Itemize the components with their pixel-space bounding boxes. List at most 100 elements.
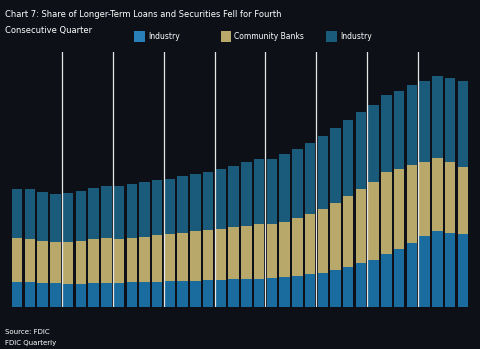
Bar bbox=[50, 194, 60, 242]
Bar bbox=[63, 193, 73, 242]
Text: Source: FDIC: Source: FDIC bbox=[5, 329, 49, 335]
Bar bbox=[292, 218, 302, 276]
Bar bbox=[190, 174, 201, 231]
Bar bbox=[228, 165, 239, 228]
Bar bbox=[152, 235, 162, 282]
Text: Chart 7: Share of Longer-Term Loans and Securities Fell for Fourth: Chart 7: Share of Longer-Term Loans and … bbox=[5, 10, 281, 20]
Bar bbox=[152, 282, 162, 307]
Bar bbox=[420, 236, 430, 307]
Bar bbox=[216, 229, 226, 280]
Bar bbox=[216, 280, 226, 307]
Bar bbox=[420, 162, 430, 236]
Bar bbox=[432, 231, 443, 307]
Bar bbox=[228, 280, 239, 307]
Bar bbox=[50, 283, 60, 307]
Bar bbox=[356, 189, 366, 263]
Bar bbox=[12, 282, 23, 307]
Bar bbox=[381, 95, 392, 172]
Bar bbox=[76, 241, 86, 284]
Bar bbox=[203, 172, 214, 230]
Bar bbox=[101, 283, 111, 307]
Bar bbox=[407, 85, 417, 165]
Bar bbox=[241, 226, 252, 279]
Bar bbox=[76, 284, 86, 307]
Bar bbox=[407, 244, 417, 307]
Bar bbox=[37, 192, 48, 241]
Bar bbox=[330, 128, 341, 203]
Bar bbox=[88, 239, 99, 283]
Bar bbox=[394, 169, 404, 249]
Bar bbox=[37, 283, 48, 307]
Bar bbox=[445, 232, 455, 307]
Bar bbox=[318, 209, 328, 273]
Text: Community Banks: Community Banks bbox=[234, 32, 304, 41]
Bar bbox=[457, 234, 468, 307]
Bar bbox=[25, 282, 35, 307]
Bar bbox=[266, 159, 277, 224]
Bar bbox=[254, 159, 264, 224]
Bar bbox=[50, 242, 60, 283]
Text: Industry: Industry bbox=[148, 32, 180, 41]
Bar bbox=[165, 234, 175, 281]
Bar bbox=[25, 239, 35, 282]
Bar bbox=[190, 231, 201, 281]
Bar bbox=[407, 165, 417, 244]
Bar bbox=[203, 280, 214, 307]
Bar bbox=[152, 180, 162, 235]
Bar bbox=[381, 254, 392, 307]
Bar bbox=[369, 181, 379, 260]
Bar bbox=[343, 267, 353, 307]
Bar bbox=[127, 184, 137, 238]
Bar bbox=[228, 228, 239, 280]
Bar bbox=[305, 274, 315, 307]
Bar bbox=[114, 283, 124, 307]
Bar bbox=[381, 172, 392, 254]
Bar bbox=[305, 143, 315, 214]
Bar bbox=[266, 224, 277, 278]
Bar bbox=[101, 186, 111, 238]
Bar bbox=[139, 282, 150, 307]
Bar bbox=[356, 112, 366, 189]
Bar bbox=[457, 81, 468, 167]
Bar bbox=[178, 177, 188, 233]
Bar bbox=[37, 241, 48, 283]
Bar bbox=[457, 167, 468, 234]
Bar bbox=[279, 154, 290, 222]
Bar bbox=[216, 169, 226, 229]
Bar bbox=[343, 120, 353, 196]
Bar bbox=[394, 91, 404, 169]
Bar bbox=[88, 283, 99, 307]
Bar bbox=[63, 242, 73, 284]
Bar bbox=[356, 263, 366, 307]
Bar bbox=[114, 239, 124, 283]
Bar bbox=[25, 189, 35, 239]
Bar bbox=[432, 158, 443, 231]
Bar bbox=[12, 189, 23, 238]
Text: Industry: Industry bbox=[340, 32, 372, 41]
Bar bbox=[178, 233, 188, 281]
Bar bbox=[292, 276, 302, 307]
Bar bbox=[330, 270, 341, 307]
Bar bbox=[279, 222, 290, 277]
Bar bbox=[165, 281, 175, 307]
Bar bbox=[266, 278, 277, 307]
Bar bbox=[178, 281, 188, 307]
Bar bbox=[139, 182, 150, 237]
Bar bbox=[445, 162, 455, 232]
Bar bbox=[203, 230, 214, 280]
Bar bbox=[190, 281, 201, 307]
Text: FDIC Quarterly: FDIC Quarterly bbox=[5, 340, 56, 346]
Bar bbox=[305, 214, 315, 274]
Bar bbox=[63, 284, 73, 307]
Bar bbox=[369, 105, 379, 181]
Bar bbox=[12, 238, 23, 282]
Bar bbox=[76, 191, 86, 241]
Bar bbox=[241, 162, 252, 226]
Bar bbox=[101, 238, 111, 283]
Bar bbox=[165, 179, 175, 234]
Bar bbox=[241, 279, 252, 307]
Text: Consecutive Quarter: Consecutive Quarter bbox=[5, 26, 92, 35]
Bar bbox=[127, 238, 137, 282]
Bar bbox=[445, 78, 455, 162]
Bar bbox=[420, 81, 430, 162]
